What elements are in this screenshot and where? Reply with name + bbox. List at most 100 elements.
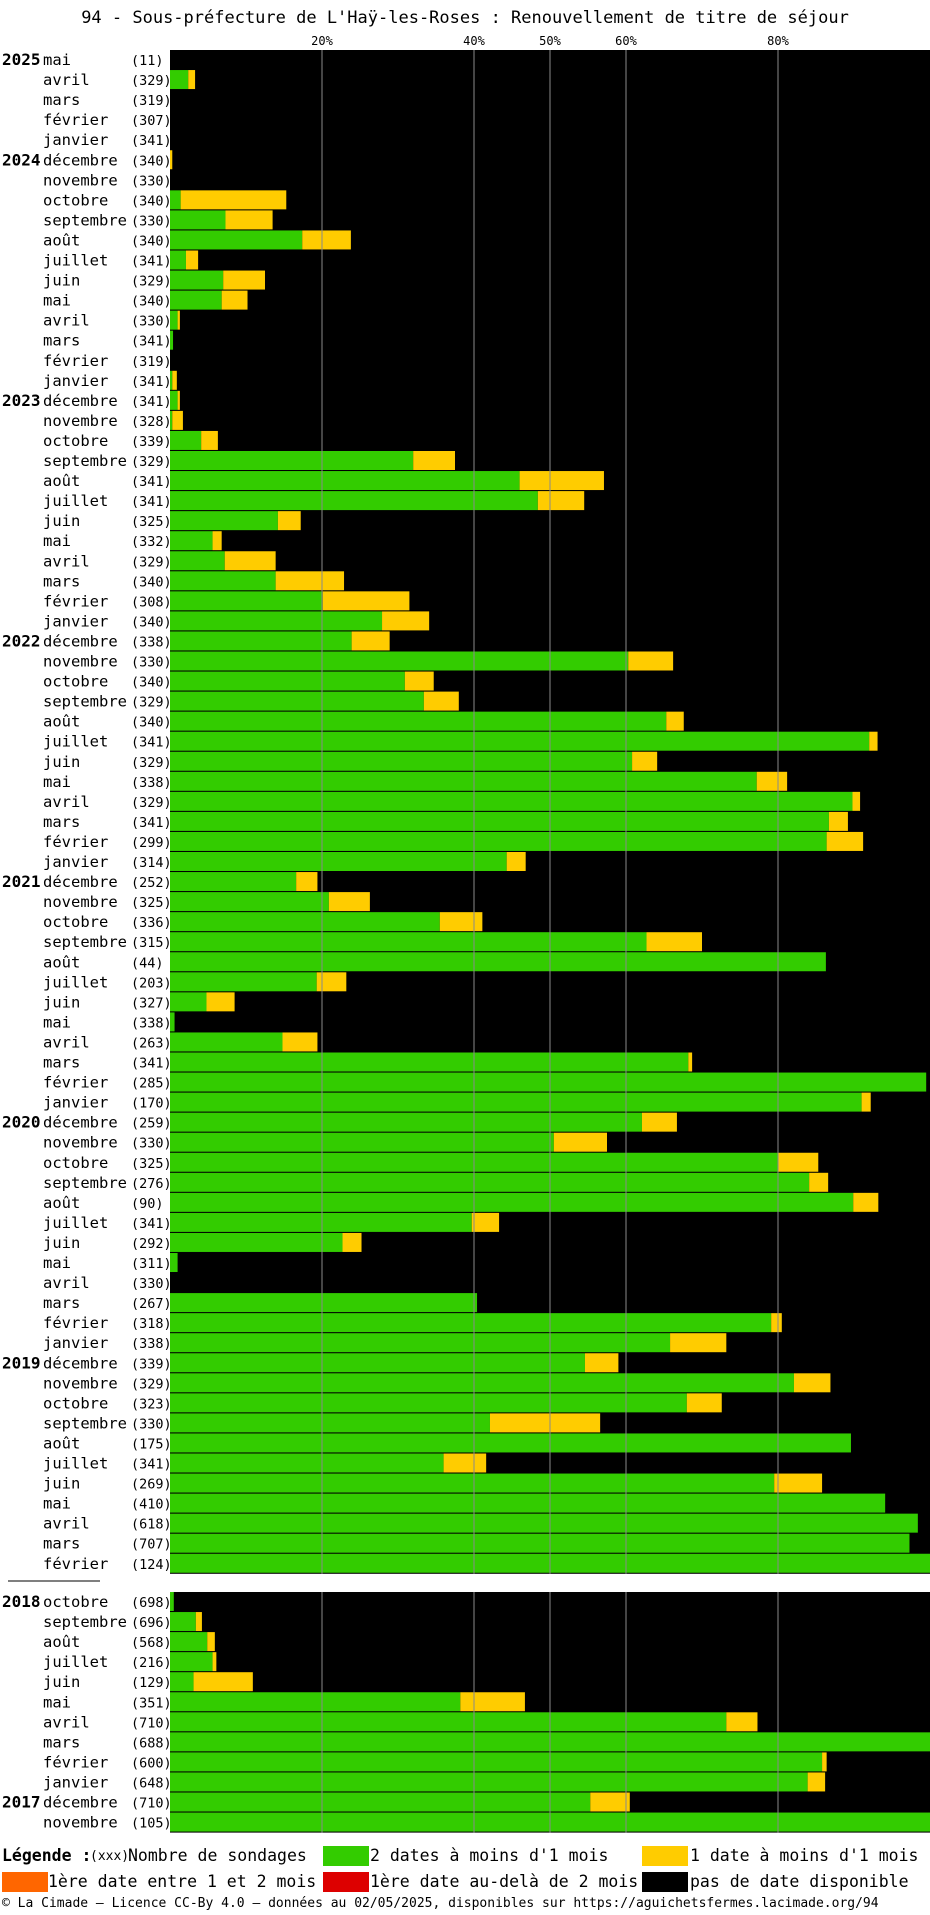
bar-yellow (212, 1652, 217, 1672)
count-label: (319) (131, 93, 172, 109)
legend-label-orange: 1ère date entre 1 et 2 mois (48, 1872, 317, 1891)
count-label: (341) (131, 735, 172, 751)
count-label: (285) (131, 1076, 172, 1092)
bar-yellow (519, 471, 604, 491)
chart-title: 94 - Sous-préfecture de L'Haÿ-les-Roses … (81, 8, 849, 28)
bar-green (170, 511, 278, 531)
bar-yellow (506, 852, 526, 871)
count-label: (330) (131, 173, 172, 189)
count-label: (340) (131, 675, 172, 691)
bar-green (170, 691, 424, 711)
bar-yellow (774, 1473, 823, 1493)
bar-yellow (632, 751, 658, 771)
month-label: octobre (43, 1394, 108, 1412)
bar-yellow (195, 1612, 202, 1632)
count-label: (340) (131, 193, 172, 209)
month-label: avril (43, 1713, 90, 1731)
count-label: (267) (131, 1296, 172, 1312)
bar-green (170, 330, 174, 350)
bar-green (170, 230, 303, 250)
bar-green (170, 1513, 918, 1533)
bar-yellow (861, 1092, 871, 1112)
month-label: février (43, 111, 108, 129)
bar-green (170, 551, 225, 571)
stacked-bar-chart: 2025 mai (11)avril (329)mars (319)février (30… (2, 34, 930, 1833)
count-label: (338) (131, 775, 172, 791)
bar-green (170, 831, 827, 851)
count-label: (325) (131, 514, 172, 530)
month-label: octobre (43, 913, 108, 931)
count-label: (341) (131, 474, 172, 490)
bar-yellow (225, 210, 273, 230)
month-label: mai (43, 51, 71, 69)
bar-yellow (822, 1752, 827, 1772)
count-label: (340) (131, 574, 172, 590)
count-label: (314) (131, 855, 172, 871)
bar-green (170, 390, 178, 410)
legend-swatch-yellow (642, 1846, 688, 1866)
count-label: (338) (131, 1015, 172, 1031)
year-label: 2023 (2, 391, 41, 410)
month-label: mars (43, 813, 80, 831)
count-label: (330) (131, 213, 172, 229)
month-label: août (43, 1633, 80, 1651)
month-label: juillet (43, 252, 108, 270)
bar-yellow (275, 571, 345, 591)
bar-green (170, 1652, 213, 1672)
count-label: (175) (131, 1436, 172, 1452)
month-label: août (43, 1194, 80, 1212)
month-label: août (43, 1434, 80, 1452)
count-label: (568) (131, 1635, 172, 1651)
count-label: (311) (131, 1256, 172, 1272)
count-label: (124) (131, 1557, 172, 1573)
legend-label-green: 2 dates à moins d'1 mois (370, 1846, 609, 1865)
bar-yellow (177, 310, 180, 330)
bar-yellow (224, 551, 276, 571)
count-label: (203) (131, 975, 172, 991)
month-label: décembre (43, 873, 118, 891)
count-label: (11) (131, 53, 164, 69)
bar-yellow (170, 150, 173, 170)
count-label: (276) (131, 1176, 172, 1192)
bar-green (170, 1192, 854, 1212)
bar-yellow (853, 1192, 879, 1212)
bar-green (170, 1493, 886, 1513)
month-label: décembre (43, 1114, 118, 1132)
count-label: (329) (131, 274, 172, 290)
bar-green (170, 591, 323, 611)
month-label: janvier (43, 612, 108, 630)
bar-green (170, 892, 329, 912)
count-label: (330) (131, 314, 172, 330)
month-label: février (43, 833, 108, 851)
bar-green (170, 1692, 461, 1712)
month-label: novembre (43, 1134, 118, 1152)
bar-yellow (439, 912, 483, 932)
month-label: juillet (43, 492, 108, 510)
year-label: 2024 (2, 150, 41, 169)
month-label: décembre (43, 1794, 118, 1812)
month-label: janvier (43, 1773, 108, 1791)
count-label: (323) (131, 1396, 172, 1412)
count-label: (340) (131, 294, 172, 310)
month-label: juin (43, 1475, 80, 1493)
tick-label: 40% (463, 34, 485, 48)
month-label: novembre (43, 1374, 118, 1392)
bar-yellow (641, 1112, 677, 1132)
count-label: (330) (131, 1276, 172, 1292)
count-label: (44) (131, 955, 164, 971)
month-label: octobre (43, 673, 108, 691)
month-label: février (43, 1555, 108, 1573)
month-label: mai (43, 532, 71, 550)
bar-yellow (382, 611, 430, 631)
count-label: (340) (131, 233, 172, 249)
tick-label: 60% (615, 34, 637, 48)
bar-yellow (193, 1672, 253, 1692)
month-label: mai (43, 1013, 71, 1031)
bar-green (170, 1112, 642, 1132)
count-label: (410) (131, 1497, 172, 1513)
bar-green (170, 1232, 343, 1252)
count-label: (338) (131, 1336, 172, 1352)
bar-green (170, 791, 853, 811)
bar-yellow (828, 811, 848, 831)
month-label: mai (43, 292, 71, 310)
